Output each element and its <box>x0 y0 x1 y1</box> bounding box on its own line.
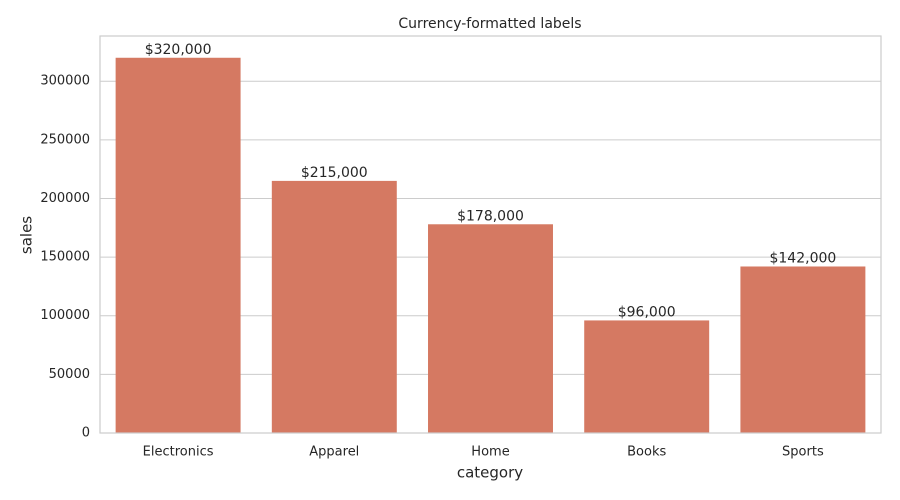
plot-frame <box>99 35 882 434</box>
x-tick-label: Sports <box>782 445 824 460</box>
value-label: $215,000 <box>301 165 368 181</box>
value-label: $142,000 <box>769 250 836 266</box>
x-tick-label: Apparel <box>309 445 359 460</box>
bar <box>271 180 397 433</box>
bar <box>740 266 866 433</box>
bar <box>428 224 553 433</box>
bar <box>584 320 710 433</box>
chart-title: Currency-formatted labels <box>398 16 581 32</box>
y-tick-label: 50000 <box>49 367 90 382</box>
y-tick-label: 250000 <box>40 132 90 147</box>
y-tick-label: 150000 <box>40 250 90 265</box>
y-tick-label: 200000 <box>40 191 90 206</box>
value-label: $178,000 <box>457 208 524 224</box>
value-label: $320,000 <box>145 42 212 58</box>
x-axis-label: category <box>457 464 523 482</box>
x-tick-label: Electronics <box>143 445 214 460</box>
y-tick-label: 300000 <box>40 74 90 89</box>
bar <box>115 57 241 434</box>
x-tick-label: Home <box>471 445 509 460</box>
value-label: $96,000 <box>618 304 676 320</box>
y-axis-label: sales <box>18 216 36 254</box>
y-tick-label: 100000 <box>40 308 90 323</box>
x-tick-label: Books <box>627 445 666 460</box>
y-tick-label: 0 <box>82 426 90 441</box>
